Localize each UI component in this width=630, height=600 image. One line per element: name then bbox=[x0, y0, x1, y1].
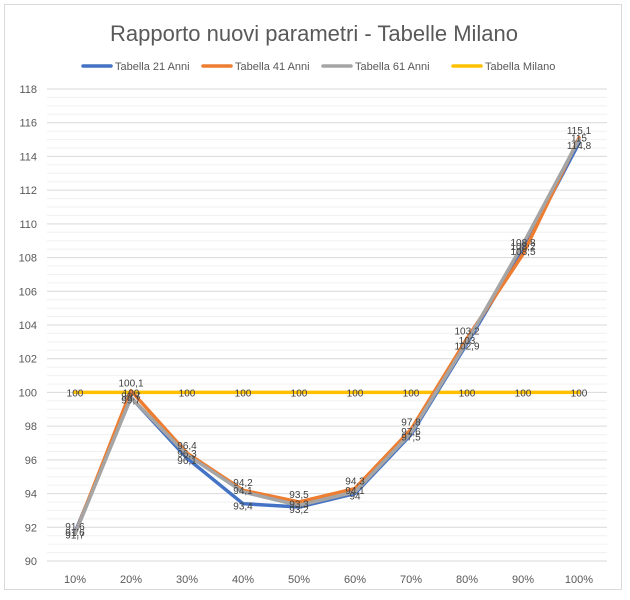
data-label: 99,7 bbox=[121, 395, 141, 406]
data-label: 96,3 bbox=[177, 449, 197, 460]
data-label: 97,6 bbox=[401, 427, 421, 438]
data-label: 103 bbox=[459, 336, 476, 347]
x-tick-label: 60% bbox=[344, 574, 366, 586]
legend-label-tabella-milano: Tabella Milano bbox=[485, 61, 555, 73]
data-label: 100 bbox=[571, 388, 588, 399]
data-label: 93,5 bbox=[289, 490, 309, 501]
data-label: 108,8 bbox=[510, 238, 535, 249]
data-label: 115,1 bbox=[567, 126, 592, 137]
data-label: 108,5 bbox=[510, 247, 535, 258]
x-tick-label: 90% bbox=[512, 574, 534, 586]
data-label: 100 bbox=[459, 388, 476, 399]
data-label: 108,2 bbox=[510, 242, 535, 253]
chart-title: Rapporto nuovi parametri - Tabelle Milan… bbox=[110, 21, 518, 46]
data-label: 91,7 bbox=[65, 530, 85, 541]
legend-label-tabella-61-anni: Tabella 61 Anni bbox=[355, 61, 430, 73]
series-lines bbox=[73, 136, 581, 536]
data-label: 94,1 bbox=[233, 486, 253, 497]
legend-label-tabella-41-anni: Tabella 41 Anni bbox=[235, 61, 310, 73]
data-label: 97,8 bbox=[401, 418, 421, 429]
y-tick-label: 108 bbox=[19, 253, 37, 265]
y-tick-label: 110 bbox=[19, 219, 37, 231]
series-line-tabella-61-anni bbox=[73, 137, 581, 536]
legend: Tabella 21 Anni Tabella 41 Anni Tabella 61… bbox=[81, 61, 555, 73]
data-label: 96,1 bbox=[177, 456, 197, 467]
y-tick-label: 98 bbox=[25, 421, 37, 433]
x-tick-label: 40% bbox=[232, 574, 254, 586]
data-label: 100,1 bbox=[118, 379, 143, 390]
data-label: 94,2 bbox=[233, 478, 253, 489]
x-tick-label: 30% bbox=[176, 574, 198, 586]
data-label: 102,9 bbox=[454, 342, 479, 353]
chart-frame: Rapporto nuovi parametri - Tabelle Milan… bbox=[4, 4, 622, 590]
y-tick-label: 94 bbox=[25, 489, 37, 501]
data-label: 93,2 bbox=[289, 505, 309, 516]
data-label: 94,3 bbox=[345, 477, 365, 488]
data-label: 103,2 bbox=[454, 326, 479, 337]
x-axis: 10% 20% 30% 40% 50% 60% 70% 80% 90% 100% bbox=[64, 574, 593, 586]
x-tick-label: 50% bbox=[288, 574, 310, 586]
data-label: 99,7 bbox=[121, 391, 141, 402]
y-tick-label: 106 bbox=[19, 286, 37, 298]
gridlines bbox=[47, 88, 607, 562]
series-line-tabella-21-anni bbox=[73, 141, 581, 535]
data-label: 114,8 bbox=[567, 141, 592, 152]
data-label: 91,6 bbox=[65, 528, 85, 539]
y-tick-label: 104 bbox=[19, 320, 37, 332]
data-label: 100 bbox=[347, 388, 364, 399]
y-tick-label: 96 bbox=[25, 455, 37, 467]
data-label: 100 bbox=[179, 388, 196, 399]
data-label: 100 bbox=[123, 388, 140, 399]
data-label: 93,4 bbox=[233, 502, 253, 513]
y-tick-label: 112 bbox=[19, 185, 37, 197]
data-labels: 91,7 99,7 96,1 93,4 93,2 94 97,5 102,9 108,5 114,… bbox=[65, 126, 591, 541]
data-label: 93,3 bbox=[289, 499, 309, 510]
data-label: 97,5 bbox=[401, 433, 421, 444]
y-tick-label: 118 bbox=[19, 84, 37, 96]
data-label: 100 bbox=[515, 388, 532, 399]
y-tick-label: 92 bbox=[25, 522, 37, 534]
data-label: 100 bbox=[403, 388, 420, 399]
y-tick-label: 100 bbox=[19, 387, 37, 399]
y-tick-label: 114 bbox=[19, 151, 37, 163]
y-tick-label: 102 bbox=[19, 354, 37, 366]
y-axis: 90 92 94 96 98 100 102 104 106 108 110 112 114 116 118 bbox=[19, 84, 37, 568]
x-tick-label: 20% bbox=[120, 574, 142, 586]
x-tick-label: 80% bbox=[456, 574, 478, 586]
x-tick-label: 70% bbox=[400, 574, 422, 586]
data-label: 115 bbox=[571, 134, 587, 145]
legend-label-tabella-21-anni: Tabella 21 Anni bbox=[115, 61, 190, 73]
data-label: 96,4 bbox=[177, 441, 197, 452]
series-line-tabella-41-anni bbox=[73, 136, 581, 536]
y-tick-label: 116 bbox=[19, 118, 37, 130]
x-tick-label: 100% bbox=[565, 574, 593, 586]
data-label: 100 bbox=[291, 388, 308, 399]
data-label: 94,1 bbox=[345, 486, 365, 497]
data-label: 91,6 bbox=[65, 522, 85, 533]
data-label: 100 bbox=[67, 388, 84, 399]
line-chart: Rapporto nuovi parametri - Tabelle Milan… bbox=[19, 21, 607, 586]
y-tick-label: 90 bbox=[25, 556, 37, 568]
data-label: 100 bbox=[235, 388, 252, 399]
x-tick-label: 10% bbox=[64, 574, 86, 586]
data-label: 94 bbox=[349, 492, 361, 503]
